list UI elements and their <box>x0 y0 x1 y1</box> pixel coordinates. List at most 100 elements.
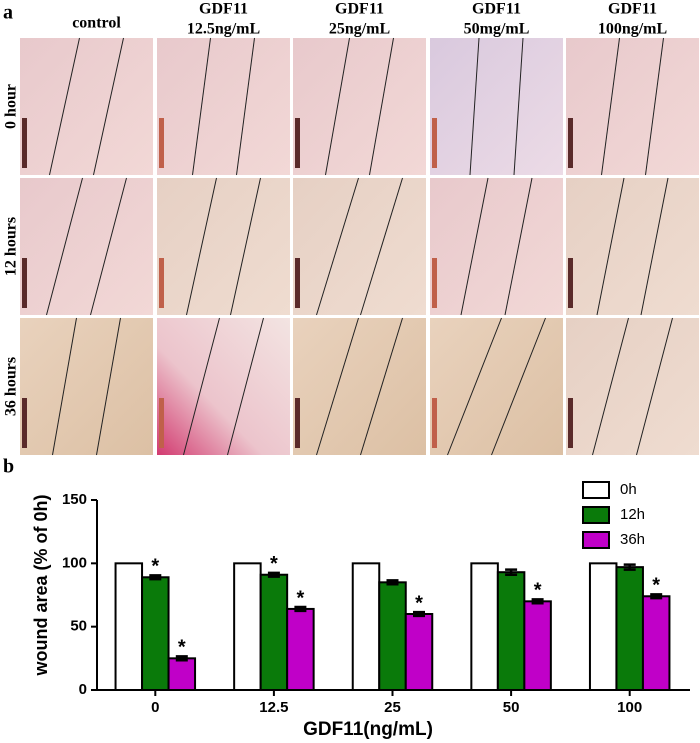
micrograph <box>430 318 563 455</box>
micrograph <box>430 178 563 315</box>
scale-bar <box>432 258 437 308</box>
wound-edge <box>49 37 80 176</box>
wound-edge <box>504 177 533 316</box>
x-tick-label: 100 <box>617 699 642 716</box>
scale-bar <box>159 258 164 308</box>
bar <box>523 600 552 691</box>
wound-edge <box>316 317 359 456</box>
significance-mark: * <box>534 580 542 602</box>
y-tick-label: 100 <box>62 554 87 571</box>
panel-letter: a <box>3 2 13 24</box>
error-bar <box>505 568 518 576</box>
significance-mark: * <box>151 556 159 578</box>
scale-bar <box>159 398 164 448</box>
wound-edge <box>186 177 217 316</box>
column-header: 100ng/mL <box>598 21 667 38</box>
wound-edge <box>636 317 673 456</box>
bar <box>286 607 315 692</box>
error-bar <box>623 563 636 571</box>
micrograph <box>293 178 426 315</box>
scale-bar <box>22 398 27 448</box>
micrograph <box>430 38 563 175</box>
wound-edge <box>46 177 83 316</box>
scale-bar <box>432 398 437 448</box>
wound-edge <box>90 177 127 316</box>
legend-swatch <box>582 481 610 499</box>
panel-b: 0 50 100 150 wound area (% of 0h) GDF11(ng/mL… <box>31 481 690 740</box>
legend-label: 0h <box>620 481 637 498</box>
scale-bar <box>159 118 164 168</box>
wound-edge <box>460 177 489 316</box>
wound-edge <box>96 317 121 456</box>
significance-mark: * <box>415 592 423 614</box>
wound-edge <box>491 317 546 456</box>
row-label: 36 hours <box>3 357 20 416</box>
bar <box>351 562 381 691</box>
panel-a: control GDF11 12.5ng/mL GDF11 25ng/mL GDF11 50… <box>3 1 699 456</box>
error-bar <box>175 655 188 662</box>
bar <box>404 613 434 691</box>
wound-edge <box>592 317 629 456</box>
y-tick-label: 0 <box>79 681 87 698</box>
micrograph <box>566 178 699 315</box>
wound-edge <box>192 37 211 176</box>
significance-mark: * <box>297 587 305 609</box>
wound-edge <box>93 37 124 176</box>
error-bar <box>294 605 307 613</box>
panel-letter: b <box>3 456 14 478</box>
scale-bar <box>295 118 300 168</box>
column-header: GDF11 <box>472 1 521 18</box>
bar <box>259 573 289 692</box>
bar <box>141 576 170 691</box>
wound-edge <box>227 317 264 456</box>
legend-label: 12h <box>620 506 645 523</box>
scale-bar <box>432 118 437 168</box>
scale-bar <box>22 258 27 308</box>
column-header: control <box>72 15 121 32</box>
wound-edge <box>360 177 403 316</box>
x-tick-label: 50 <box>503 699 520 716</box>
wound-edge <box>325 37 350 176</box>
wound-edge <box>369 37 394 176</box>
bar <box>641 595 671 691</box>
scale-bar <box>22 118 27 168</box>
x-tick-label: 12.5 <box>259 699 288 716</box>
column-header: GDF11 <box>335 1 384 18</box>
bar <box>233 562 262 691</box>
scale-bar <box>568 258 573 308</box>
scale-bar <box>295 258 300 308</box>
column-header: GDF11 <box>199 1 248 18</box>
y-tick-label: 150 <box>62 491 87 508</box>
bar <box>470 562 499 691</box>
x-tick-label: 0 <box>151 699 159 716</box>
x-axis-label: GDF11(ng/mL) <box>303 719 433 740</box>
significance-mark: * <box>652 575 660 597</box>
micrograph <box>20 318 153 455</box>
wound-edge <box>230 177 261 316</box>
wound-edge <box>360 317 403 456</box>
y-tick-label: 50 <box>70 618 87 635</box>
bar <box>496 571 526 692</box>
wound-edge <box>513 37 524 176</box>
bar <box>615 566 644 692</box>
row-label: 12 hours <box>3 217 20 276</box>
micrograph <box>157 178 290 315</box>
column-header: 12.5ng/mL <box>187 21 260 38</box>
significance-mark: * <box>178 637 186 659</box>
x-tick-label: 25 <box>384 699 401 716</box>
micrograph <box>293 38 426 175</box>
column-header: 25ng/mL <box>329 21 390 38</box>
column-header: GDF11 <box>608 1 657 18</box>
bar <box>378 581 407 691</box>
scale-bar <box>568 398 573 448</box>
micrograph <box>157 38 290 175</box>
y-axis-label: wound area (% of 0h) <box>31 494 51 676</box>
error-bar <box>267 571 280 578</box>
bar <box>114 562 144 691</box>
wound-edge <box>52 317 77 456</box>
error-bar <box>413 610 425 618</box>
micrograph <box>20 178 153 315</box>
legend-label: 36h <box>620 531 645 548</box>
row-label: 0 hour <box>3 84 20 129</box>
